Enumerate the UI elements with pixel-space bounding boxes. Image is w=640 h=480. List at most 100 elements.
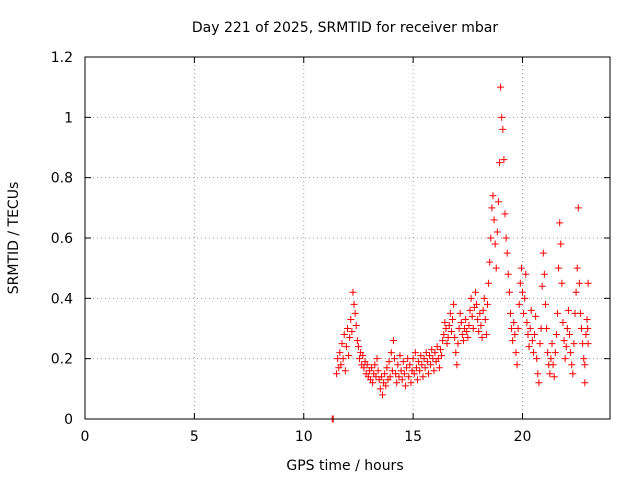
data-point — [550, 373, 558, 381]
data-point — [468, 312, 476, 320]
data-point — [471, 288, 479, 296]
x-tick-labels: 0 5 10 15 20 — [81, 429, 532, 445]
data-point — [505, 288, 513, 296]
axis-ticks — [84, 56, 610, 420]
data-point — [515, 300, 523, 308]
data-point — [481, 315, 489, 323]
data-point — [416, 367, 424, 375]
data-point — [532, 312, 540, 320]
data-point — [350, 300, 358, 308]
data-point — [497, 83, 505, 91]
data-point — [411, 349, 419, 357]
data-point — [436, 346, 444, 354]
y-tick-labels: 0 0.2 0.4 0.6 0.8 1 1.2 — [51, 50, 73, 428]
data-point — [490, 216, 498, 224]
data-point — [531, 331, 539, 339]
data-point — [540, 270, 548, 278]
data-point — [347, 315, 355, 323]
data-point — [476, 309, 484, 317]
data-point — [435, 364, 443, 372]
data-point — [398, 376, 406, 384]
data-point — [580, 355, 588, 363]
data-point — [356, 355, 364, 363]
data-point — [520, 309, 528, 317]
data-point — [575, 279, 583, 287]
data-point — [552, 331, 560, 339]
data-point — [441, 318, 449, 326]
data-point — [527, 306, 535, 314]
data-point — [345, 352, 353, 360]
data-point — [340, 331, 348, 339]
data-point — [385, 358, 393, 366]
data-point — [393, 379, 401, 387]
data-point — [449, 315, 456, 323]
data-point — [467, 294, 475, 302]
data-point — [459, 337, 467, 345]
data-point — [504, 270, 512, 278]
data-point — [568, 361, 576, 369]
data-point — [555, 264, 563, 272]
data-point — [572, 288, 580, 296]
data-point — [581, 361, 589, 369]
grid-lines — [85, 57, 610, 419]
data-point — [498, 113, 506, 121]
data-point — [499, 125, 507, 133]
data-point — [508, 325, 516, 332]
data-point — [547, 355, 555, 363]
data-point — [338, 340, 346, 348]
data-point — [352, 321, 360, 329]
data-point — [584, 340, 592, 348]
data-point — [473, 300, 481, 308]
data-point — [463, 328, 471, 336]
data-point — [578, 325, 586, 332]
data-point — [377, 373, 385, 381]
data-point — [333, 370, 341, 378]
data-point — [388, 367, 396, 375]
data-point — [399, 358, 407, 366]
data-point — [426, 352, 434, 360]
data-point — [446, 309, 454, 317]
data-point — [513, 361, 521, 369]
data-point — [438, 352, 446, 360]
y-tick-label: 0.2 — [51, 352, 73, 368]
data-point — [466, 306, 474, 314]
y-tick-label: 0.6 — [51, 231, 73, 247]
data-point — [451, 334, 459, 342]
data-point — [424, 370, 432, 378]
data-point — [543, 325, 551, 332]
data-point — [419, 373, 427, 381]
data-point — [444, 334, 452, 342]
data-point — [344, 325, 351, 332]
data-point — [430, 367, 438, 375]
data-point — [487, 234, 495, 242]
data-point — [496, 159, 504, 167]
data-point — [566, 331, 574, 339]
data-point — [462, 315, 470, 323]
data-point — [469, 325, 477, 332]
data-point — [544, 349, 552, 357]
data-point — [534, 370, 542, 378]
data-point — [405, 373, 413, 381]
data-point — [457, 318, 465, 326]
data-point — [458, 331, 466, 339]
data-point — [376, 385, 384, 393]
y-axis-label: SRMTID / TECUs — [6, 182, 22, 295]
data-point — [559, 318, 567, 326]
data-point — [349, 288, 357, 296]
data-point — [397, 367, 405, 375]
data-point — [339, 355, 347, 363]
data-point — [422, 349, 430, 357]
data-point — [401, 382, 409, 390]
data-point — [363, 361, 371, 369]
data-point — [450, 300, 458, 308]
data-point — [392, 370, 400, 378]
data-point — [400, 370, 408, 378]
data-point — [484, 300, 491, 308]
x-tick-label: 15 — [404, 429, 422, 445]
data-point — [359, 352, 367, 360]
data-point — [477, 321, 485, 329]
data-point — [564, 306, 572, 314]
data-point — [494, 198, 502, 206]
data-point — [453, 361, 461, 369]
data-point — [391, 355, 399, 363]
